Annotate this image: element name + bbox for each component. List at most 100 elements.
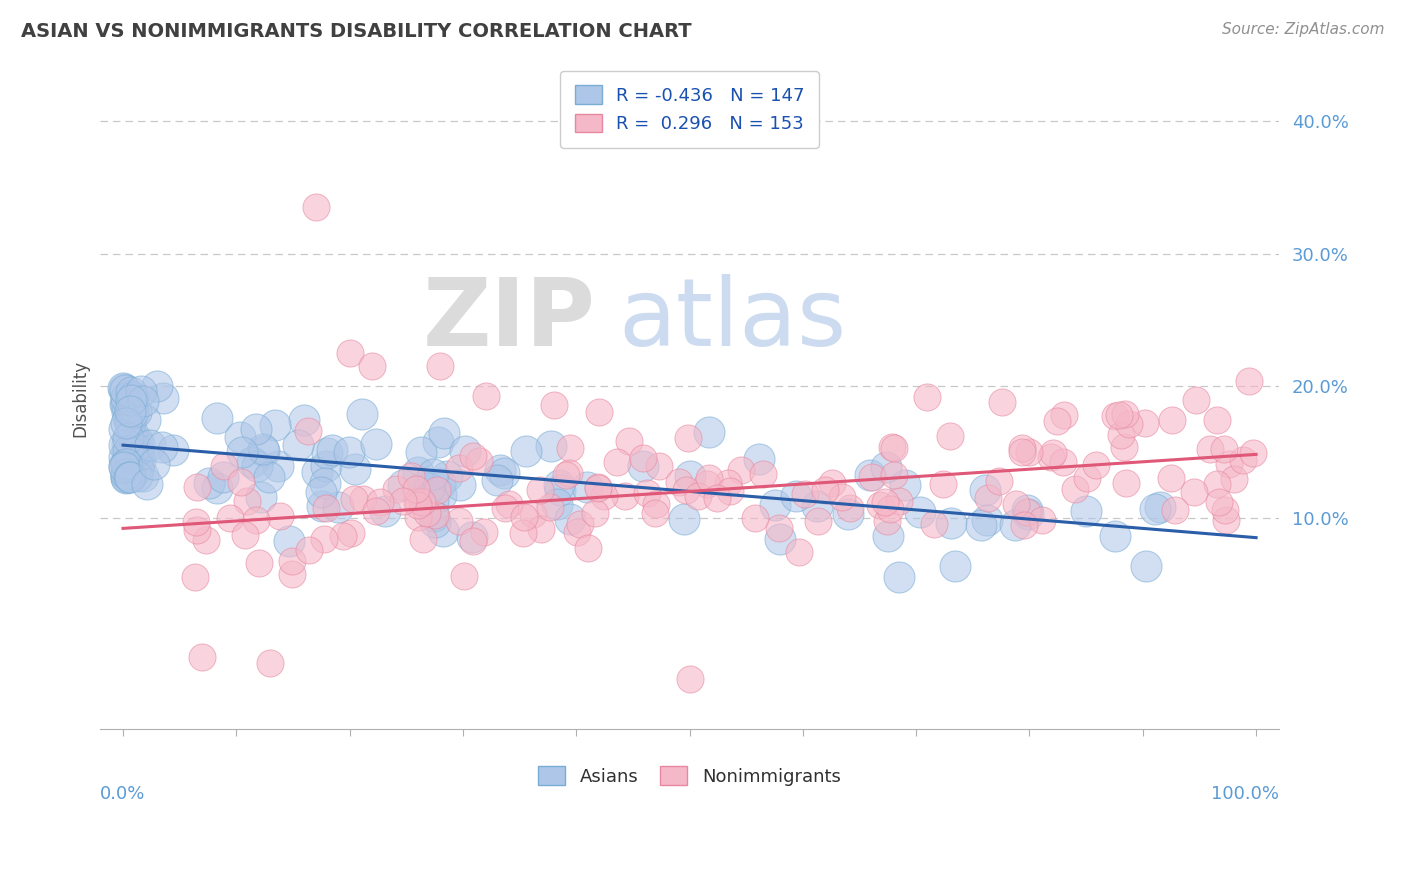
Point <box>314 475 336 490</box>
Point <box>606 455 628 469</box>
Point <box>120 446 142 460</box>
Point <box>316 446 339 460</box>
Point <box>121 399 143 413</box>
Point <box>418 481 440 495</box>
Point <box>1182 485 1205 500</box>
Point <box>117 465 139 479</box>
Point <box>433 425 456 440</box>
Point <box>245 422 267 436</box>
Point <box>540 439 562 453</box>
Point <box>328 500 350 514</box>
Point <box>399 469 422 483</box>
Point <box>127 468 149 483</box>
Point <box>117 432 139 446</box>
Point <box>114 467 136 481</box>
Text: ZIP: ZIP <box>422 274 595 366</box>
Point <box>315 500 337 515</box>
Point <box>191 649 214 664</box>
Point <box>1053 409 1076 423</box>
Point <box>548 483 571 497</box>
Point <box>114 397 136 411</box>
Point <box>869 498 891 512</box>
Point <box>281 554 304 568</box>
Point <box>875 459 897 474</box>
Point <box>688 489 710 503</box>
Point <box>543 399 565 413</box>
Point <box>1074 503 1097 517</box>
Point <box>115 405 138 419</box>
Point <box>120 430 142 444</box>
Point <box>699 471 721 485</box>
Point <box>447 460 470 475</box>
Point <box>538 500 561 514</box>
Point <box>253 443 276 458</box>
Point <box>970 517 993 532</box>
Point <box>146 379 169 393</box>
Point <box>631 451 654 466</box>
Point <box>529 483 551 498</box>
Point <box>405 493 427 508</box>
Point <box>893 478 915 492</box>
Point <box>184 515 207 529</box>
Point <box>1005 497 1028 511</box>
Point <box>423 508 446 523</box>
Point <box>765 498 787 512</box>
Legend: Asians, Nonimmigrants: Asians, Nonimmigrants <box>531 759 848 793</box>
Point <box>879 502 901 516</box>
Point <box>1212 442 1234 456</box>
Point <box>1017 505 1039 519</box>
Point <box>837 507 859 521</box>
Point <box>860 469 883 483</box>
Point <box>673 512 696 526</box>
Point <box>229 430 252 444</box>
Point <box>1015 503 1038 517</box>
Point <box>233 528 256 542</box>
Point <box>184 570 207 584</box>
Point <box>1208 495 1230 509</box>
Point <box>127 443 149 458</box>
Point <box>186 480 208 494</box>
Point <box>368 495 391 509</box>
Point <box>614 489 637 503</box>
Point <box>1223 472 1246 486</box>
Point <box>751 467 773 482</box>
Point <box>1198 442 1220 456</box>
Point <box>889 570 911 584</box>
Point <box>343 491 366 506</box>
Text: 0.0%: 0.0% <box>100 786 146 804</box>
Point <box>405 483 427 497</box>
Point <box>240 454 263 468</box>
Point <box>644 506 666 520</box>
Point <box>125 405 148 419</box>
Point <box>195 533 218 547</box>
Point <box>245 459 267 474</box>
Point <box>522 507 544 521</box>
Point <box>468 454 491 468</box>
Point <box>423 508 446 522</box>
Point <box>1213 502 1236 516</box>
Point <box>112 382 135 396</box>
Point <box>121 451 143 466</box>
Point <box>423 516 446 530</box>
Point <box>339 345 361 359</box>
Point <box>859 468 882 483</box>
Point <box>1164 502 1187 516</box>
Point <box>1205 477 1227 491</box>
Point <box>186 524 208 538</box>
Point <box>939 429 962 443</box>
Point <box>263 417 285 432</box>
Point <box>839 500 862 515</box>
Point <box>121 385 143 400</box>
Point <box>831 490 853 504</box>
Point <box>205 411 228 425</box>
Point <box>976 513 998 527</box>
Point <box>668 475 690 490</box>
Point <box>785 489 807 503</box>
Point <box>922 517 945 532</box>
Point <box>678 672 700 686</box>
Point <box>718 484 741 499</box>
Point <box>1004 518 1026 533</box>
Point <box>150 441 173 455</box>
Point <box>366 437 388 451</box>
Point <box>374 504 396 518</box>
